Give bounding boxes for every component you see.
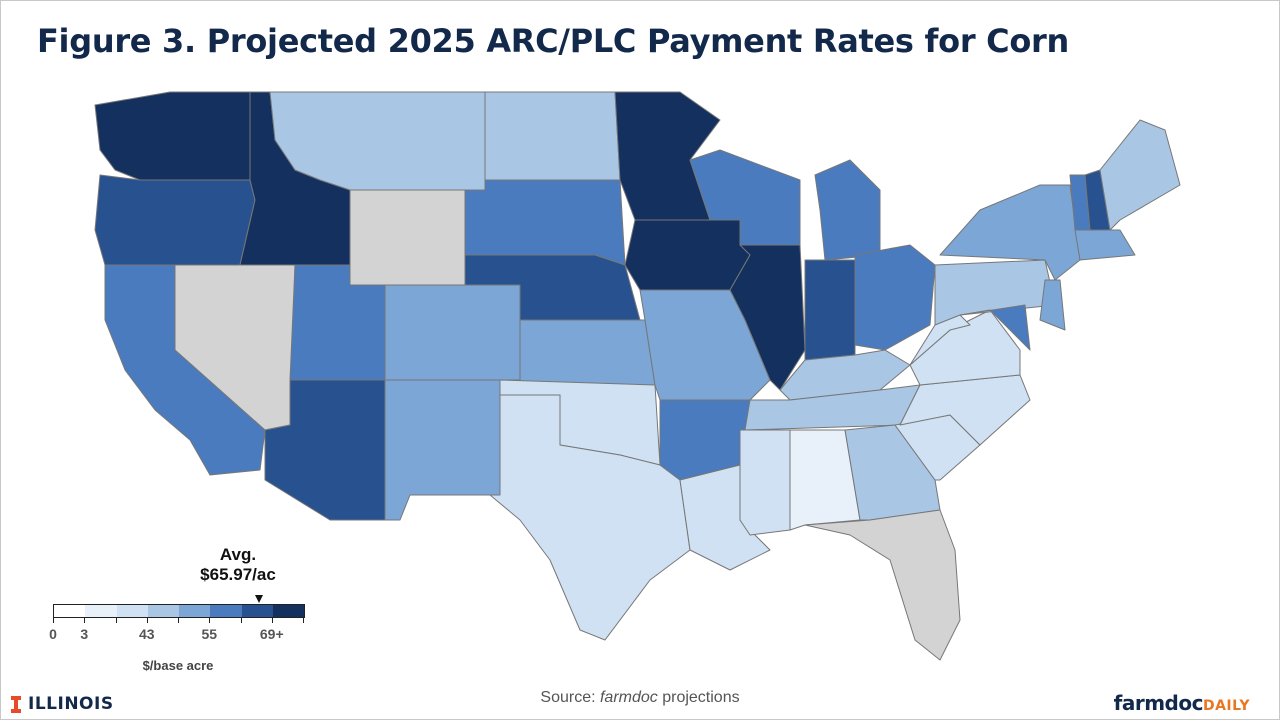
legend: Avg. $65.97/ac 0 3 43 55 69+ $/base acre	[48, 540, 318, 680]
region-texas	[489, 394, 691, 641]
region-west-virginia	[909, 309, 971, 366]
average-annotation: Avg. $65.97/ac	[200, 545, 276, 585]
region-maryland	[959, 304, 1031, 351]
legend-bin-5	[210, 605, 242, 617]
legend-tick-label: 0	[49, 626, 57, 642]
region-iowa	[624, 219, 751, 291]
legend-tick	[303, 617, 304, 623]
region-north-dakota	[484, 91, 621, 181]
illinois-logo: ILLINOIS	[11, 694, 114, 714]
farmdoc-wordmark: farmdoc	[1113, 691, 1204, 715]
legend-bin-2	[116, 605, 148, 617]
legend-bin-0	[54, 605, 86, 617]
legend-bin-3	[147, 605, 179, 617]
legend-tick	[271, 617, 273, 623]
average-marker-icon	[255, 595, 263, 603]
legend-tick-label: 43	[138, 626, 155, 642]
region-ohio	[854, 244, 936, 351]
legend-tick-label: 69+	[259, 626, 284, 642]
region-south-dakota	[464, 179, 626, 266]
region-colorado	[384, 284, 521, 381]
region-michigan	[814, 159, 881, 261]
legend-color-bar	[53, 604, 305, 618]
region-florida	[804, 509, 961, 661]
region-kansas	[519, 319, 656, 386]
us-county-map	[94, 91, 1181, 661]
block-i-icon	[11, 695, 21, 713]
legend-tick-label: 55	[201, 626, 218, 642]
region-massachusetts	[1074, 229, 1136, 261]
source-suffix: projections	[657, 689, 740, 706]
legend-tick	[146, 617, 148, 623]
region-wyoming	[349, 189, 466, 286]
legend-bin-7	[272, 605, 304, 617]
farmdoc-daily-logo: farmdocDAILY	[1114, 691, 1250, 715]
region-washington	[94, 91, 251, 181]
legend-tick-label: 3	[80, 626, 89, 642]
region-oregon	[94, 174, 256, 266]
legend-tick	[209, 617, 211, 623]
figure-title: Figure 3. Projected 2025 ARC/PLC Payment…	[37, 22, 1069, 60]
legend-tick	[115, 617, 117, 623]
daily-wordmark: DAILY	[1202, 698, 1250, 714]
legend-tick	[53, 617, 54, 623]
legend-tick	[240, 617, 242, 623]
legend-tick-labels: 0 3 43 55 69+	[49, 626, 305, 644]
legend-tick	[178, 617, 179, 623]
average-value: $65.97/ac	[200, 565, 276, 584]
region-indiana	[804, 259, 856, 361]
legend-bin-6	[241, 605, 273, 617]
source-note: Source: farmdoc projections	[540, 689, 739, 707]
legend-ticks	[53, 617, 305, 623]
legend-unit: $/base acre	[142, 658, 214, 673]
region-mississippi	[739, 429, 791, 536]
illinois-wordmark: ILLINOIS	[28, 694, 114, 714]
region-new-mexico	[384, 379, 501, 521]
legend-bin-4	[179, 605, 211, 617]
legend-tick	[84, 617, 86, 623]
region-illinois	[729, 244, 806, 391]
legend-bin-1	[85, 605, 117, 617]
average-label: Avg.	[219, 545, 257, 564]
region-new-jersey	[1039, 279, 1066, 331]
region-maine	[1099, 119, 1181, 231]
source-prefix: Source:	[540, 689, 600, 706]
source-italic: farmdoc	[599, 689, 658, 706]
